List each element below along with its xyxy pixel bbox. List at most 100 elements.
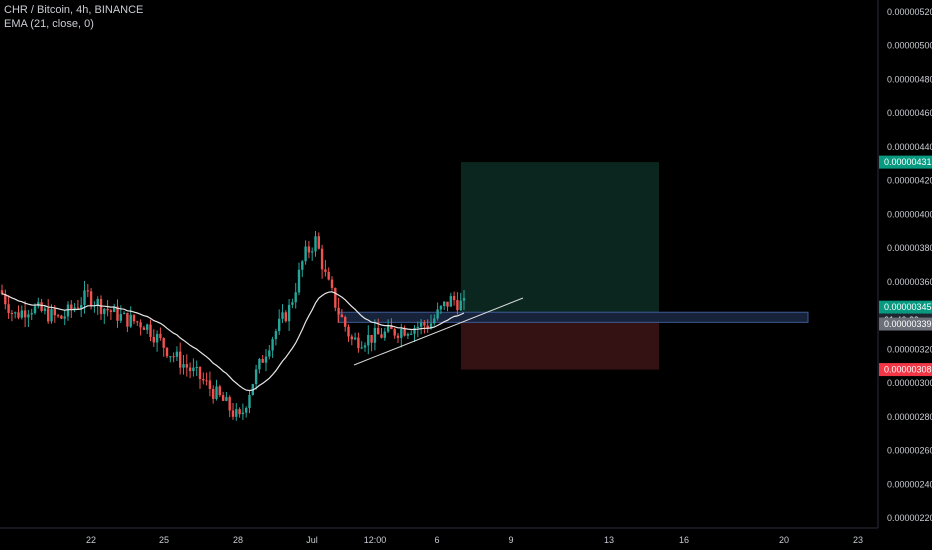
- ema-path: [1, 291, 465, 392]
- candle-body: [327, 271, 330, 280]
- candle-body: [426, 325, 429, 329]
- candle-body: [360, 347, 363, 349]
- price-tick-label: 0.00000240: [887, 479, 932, 489]
- stop-zone: [461, 322, 659, 370]
- candle-body: [10, 312, 14, 314]
- candle-body: [311, 251, 314, 253]
- candle-body: [400, 329, 403, 338]
- candle-body: [396, 335, 400, 338]
- entry-zone: [337, 311, 809, 323]
- time-tick-label: Jul: [306, 535, 318, 545]
- candle-body: [449, 296, 452, 307]
- candle-body: [370, 334, 373, 343]
- candle-body: [241, 412, 245, 415]
- candle-body: [66, 304, 70, 317]
- candle-body: [218, 386, 221, 396]
- candle-body: [56, 315, 60, 317]
- candle-body: [60, 315, 63, 319]
- candle-body: [175, 351, 179, 357]
- candle-body: [221, 395, 225, 401]
- candle-body: [33, 306, 37, 314]
- candle-body: [20, 310, 23, 318]
- candle-body: [248, 395, 251, 409]
- candle-body: [363, 345, 367, 348]
- candle-body: [83, 290, 86, 305]
- price-tick-label: 0.00000460: [887, 108, 932, 118]
- candle-body: [357, 337, 360, 349]
- candle-body: [268, 350, 271, 357]
- candle-body: [271, 339, 274, 351]
- candle-body: [344, 317, 347, 327]
- candle-body: [185, 364, 188, 368]
- candle-body: [291, 302, 294, 305]
- candle-body: [462, 298, 466, 301]
- position-zones[interactable]: [337, 162, 809, 370]
- candle-body: [287, 304, 291, 322]
- candle-body: [40, 302, 43, 311]
- rising-trendline: [353, 297, 524, 366]
- time-tick-label: 23: [853, 535, 863, 545]
- candle-body: [320, 248, 324, 270]
- time-tick-label: 6: [434, 535, 439, 545]
- trendline-drawing[interactable]: [353, 297, 524, 366]
- price-axis[interactable]: 0.00000520 0.00000500 0.00000480 0.00000460…: [877, 0, 932, 528]
- candle-body: [380, 334, 383, 338]
- candle-body: [238, 409, 241, 415]
- candle-body: [225, 397, 228, 401]
- candle-body: [429, 323, 433, 329]
- candle-body: [393, 329, 396, 336]
- price-tick-label: 0.00000500: [887, 41, 932, 51]
- candle-body: [152, 336, 155, 343]
- candle-body: [70, 304, 73, 310]
- candle-body: [274, 331, 278, 340]
- time-tick-label: 13: [604, 535, 614, 545]
- candle-body: [340, 314, 344, 318]
- candle-body: [347, 326, 350, 337]
- time-axis[interactable]: 22 25 28 Jul 12:00 6 9 13 16 20 23: [0, 527, 878, 545]
- candle-body: [80, 304, 83, 309]
- time-tick-label: 9: [508, 535, 513, 545]
- candle-body: [423, 322, 426, 326]
- price-tick-label: 0.00000520: [887, 7, 932, 17]
- candle-body: [245, 408, 248, 413]
- candle-body: [27, 314, 30, 318]
- candle-body: [386, 325, 390, 332]
- candle-body: [330, 279, 334, 288]
- candle-body: [63, 316, 66, 319]
- candle-body: [334, 287, 337, 308]
- candle-body: [179, 351, 182, 368]
- candle-body: [198, 366, 202, 380]
- candle-body: [294, 292, 297, 303]
- candle-body: [165, 347, 169, 357]
- candle-body: [89, 291, 93, 306]
- ema-indicator-label[interactable]: EMA (21, close, 0): [4, 18, 94, 30]
- candle-body: [264, 356, 268, 363]
- candle-body: [254, 369, 258, 385]
- candle-body: [139, 322, 142, 328]
- candle-body: [126, 312, 129, 327]
- candle-body: [129, 314, 132, 327]
- candle-body: [284, 312, 287, 322]
- candle-body: [403, 329, 406, 336]
- candle-body: [212, 388, 215, 399]
- candle-body: [53, 309, 56, 316]
- target-zone: [461, 162, 659, 313]
- candle-body: [4, 294, 7, 305]
- symbol-title[interactable]: CHR / Bitcoin, 4h, BINANCE: [4, 4, 144, 16]
- candle-body: [337, 307, 340, 315]
- candle-body: [205, 380, 208, 382]
- candle-body: [301, 261, 304, 270]
- candle-body: [47, 308, 50, 322]
- candle-body: [76, 307, 80, 309]
- entry-price-badge-box: [879, 317, 932, 331]
- price-tick-label: 0.00000220: [887, 513, 932, 523]
- candle-body: [195, 366, 198, 368]
- candle-body: [73, 307, 76, 310]
- candle-body: [307, 246, 311, 253]
- candle-body: [142, 327, 146, 330]
- candle-body: [188, 367, 192, 372]
- candle-body: [162, 338, 165, 348]
- candle-body: [182, 364, 185, 368]
- candle-body: [390, 325, 393, 330]
